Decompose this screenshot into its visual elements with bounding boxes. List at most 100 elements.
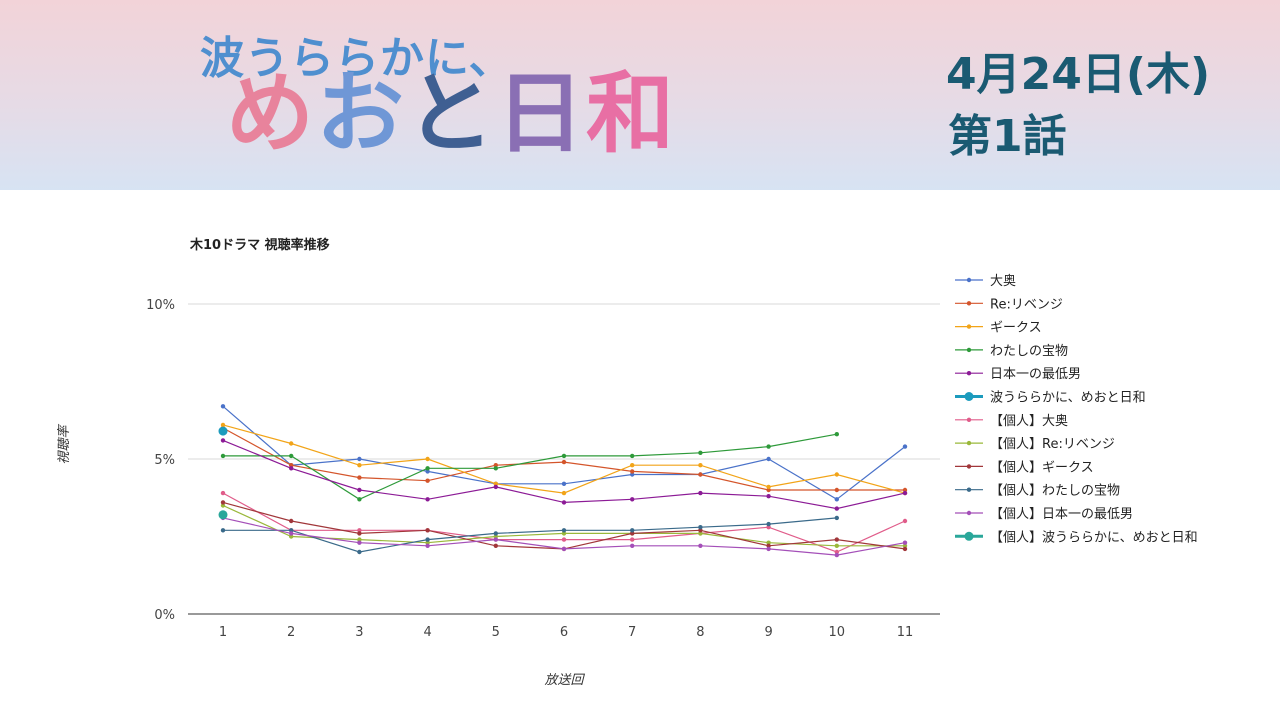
data-point — [493, 531, 498, 536]
legend-item: Re:リベンジ — [955, 297, 1063, 312]
series-line — [223, 433, 837, 500]
y-tick-label: 0% — [154, 608, 175, 623]
legend-label: Re:リベンジ — [990, 297, 1063, 312]
data-point — [561, 546, 567, 552]
data-point — [561, 537, 567, 542]
data-point — [357, 497, 362, 502]
series-11 — [220, 515, 908, 558]
data-point — [493, 537, 498, 542]
data-point — [766, 484, 771, 490]
data-point — [493, 481, 498, 486]
chart-title: 木10ドラマ 視聴率推移 — [190, 238, 330, 253]
chart-gridlines — [188, 303, 940, 615]
logo-char: 日 — [496, 62, 587, 165]
legend-item: 【個人】わたしの宝物 — [955, 484, 1120, 499]
legend-label: 【個人】大奥 — [990, 414, 1068, 429]
data-point — [698, 525, 703, 530]
data-point — [698, 528, 703, 533]
data-point — [220, 438, 226, 443]
x-tick-label: 2 — [287, 625, 295, 640]
data-point — [630, 531, 635, 536]
data-point — [493, 463, 498, 468]
series-3 — [220, 422, 908, 496]
legend-item: 大奥 — [955, 274, 1016, 289]
data-point — [561, 500, 567, 505]
data-point — [357, 528, 362, 533]
x-tick-label: 11 — [897, 625, 914, 640]
series-10 — [220, 515, 839, 555]
legend-swatch-marker — [966, 324, 972, 329]
x-axis-ticks: 1 2 3 4 5 6 7 8 9 10 11 — [219, 625, 913, 640]
series-5 — [220, 438, 908, 511]
data-point — [220, 500, 226, 505]
data-point — [561, 453, 567, 459]
legend-label: 【個人】ギークス — [990, 460, 1094, 475]
data-point — [220, 422, 226, 428]
legend-swatch-marker — [966, 487, 972, 492]
series-1 — [220, 404, 908, 502]
chart-legend: 大奥 Re:リベンジギークスわたしの宝物日本一の最低男波うららかに、めおと日和【個… — [955, 274, 1198, 545]
data-point — [698, 490, 703, 496]
data-point — [834, 552, 839, 558]
data-point — [493, 543, 498, 548]
data-point — [425, 528, 430, 533]
data-point — [561, 481, 567, 486]
legend-label: ギークス — [990, 321, 1042, 336]
data-point — [902, 546, 908, 552]
legend-label: 【個人】日本一の最低男 — [990, 507, 1133, 522]
logo-char: と — [406, 62, 497, 165]
series-6 — [218, 426, 228, 436]
data-point — [834, 432, 839, 437]
logo-char: 和 — [586, 62, 677, 165]
legend-swatch-marker — [966, 347, 972, 353]
data-point — [561, 528, 567, 533]
data-point — [357, 487, 362, 493]
x-tick-label: 8 — [696, 625, 704, 640]
x-axis-title: 放送回 — [544, 673, 585, 688]
data-point — [834, 537, 839, 542]
series-line — [223, 517, 837, 553]
legend-item: 日本一の最低男 — [955, 367, 1081, 382]
data-point — [289, 531, 294, 536]
data-point — [630, 463, 635, 468]
chart-series — [218, 404, 908, 558]
x-tick-label: 10 — [829, 625, 846, 640]
series-4 — [220, 432, 839, 502]
data-point — [766, 543, 771, 548]
data-point — [902, 518, 908, 524]
data-point — [289, 466, 294, 471]
legend-swatch-marker — [964, 531, 974, 541]
logo-char: め — [226, 62, 317, 165]
data-point — [766, 546, 771, 552]
data-point — [766, 444, 771, 449]
data-point — [902, 444, 908, 449]
data-point — [834, 497, 839, 502]
data-point — [902, 543, 908, 548]
data-point — [630, 543, 635, 548]
data-point — [902, 540, 908, 545]
data-point — [834, 549, 839, 555]
data-point — [425, 456, 430, 462]
data-point — [630, 537, 635, 542]
x-tick-label: 4 — [423, 625, 431, 640]
data-point — [766, 494, 771, 499]
data-point — [220, 453, 226, 459]
data-point — [493, 534, 498, 539]
legend-item: 【個人】Re:リベンジ — [955, 437, 1115, 452]
x-tick-label: 6 — [560, 625, 568, 640]
data-point — [630, 469, 635, 474]
legend-label: 日本一の最低男 — [990, 367, 1081, 382]
y-axis-title: 視聴率 — [56, 424, 72, 465]
data-point — [425, 466, 430, 471]
x-tick-label: 1 — [219, 625, 227, 640]
data-point — [630, 453, 635, 459]
y-tick-label: 5% — [154, 453, 175, 468]
legend-swatch-marker — [966, 301, 972, 306]
data-point — [220, 404, 226, 409]
data-point — [630, 528, 635, 533]
data-point — [698, 463, 703, 468]
x-tick-label: 3 — [355, 625, 363, 640]
data-point — [766, 487, 771, 493]
legend-swatch-marker — [966, 440, 972, 446]
